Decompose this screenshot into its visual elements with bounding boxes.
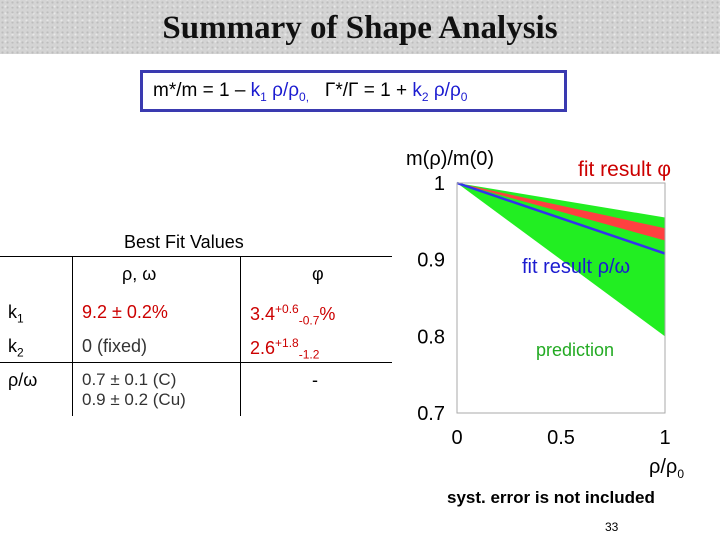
x-tick-label: 1 (659, 427, 670, 449)
table-divider (72, 256, 73, 416)
table-heading: Best Fit Values (124, 232, 244, 252)
title-bar (0, 0, 720, 54)
row-label-k2: k2 (8, 336, 24, 360)
plot-frame (456, 182, 666, 414)
formula-k1: k1 (250, 80, 267, 104)
cell-k2-phi: 2.6+1.8-1.2 (250, 336, 320, 362)
formula-part1: m*/m = 1 – (153, 80, 251, 101)
slide-title: Summary of Shape Analysis (162, 10, 558, 46)
chart-svg: 1 0.9 0.8 0.7 0 0.5 1 (417, 173, 670, 449)
cell-rho-omega-c: 0.7 ± 0.1 (C) (82, 370, 177, 389)
formula-rho1: ρ/ρ0, (266, 80, 310, 104)
row-label-k1: k1 (8, 302, 24, 326)
cell-k1-rho-omega: 9.2 ± 0.2% (82, 302, 168, 322)
formula-gamma: Γ*/Γ (324, 80, 359, 101)
y-tick-label: 0.9 (417, 250, 445, 272)
footnote: syst. error is not included (447, 488, 655, 507)
table-divider (0, 362, 392, 363)
cell-rho-omega-phi: - (312, 370, 318, 390)
x-tick-label: 0.5 (547, 427, 575, 449)
page-number: 33 (605, 520, 619, 534)
cell-k2-rho-omega: 0 (fixed) (82, 336, 148, 356)
row-label-rho-omega: ρ/ω (8, 370, 38, 390)
annotation-fit-rho-omega: fit result ρ/ω (522, 256, 631, 278)
table-divider (240, 256, 241, 416)
formula-box: m*/m = 1 – k1 ρ/ρ0, Γ*/Γ = 1 + k2 ρ/ρ0 (140, 70, 567, 112)
best-fit-table: Best Fit Values ρ, ω φ k1 9.2 ± 0.2% 3.4… (0, 228, 392, 418)
formula-part2: = 1 + (358, 80, 413, 101)
column-header-rho-omega: ρ, ω (122, 264, 157, 284)
mass-ratio-chart: 1 0.9 0.8 0.7 0 0.5 1 m(ρ)/m(0) fit result φ f… (400, 140, 720, 540)
y-tick-label: 1 (434, 173, 445, 195)
cell-rho-omega-cu: 0.9 ± 0.2 (Cu) (82, 390, 186, 409)
x-axis-label: ρ/ρ0 (649, 456, 684, 481)
formula-rho2: ρ/ρ0 (428, 80, 468, 104)
cell-k1-phi: 3.4+0.6-0.7% (250, 302, 336, 328)
column-header-phi: φ (312, 264, 324, 284)
y-axis-label: m(ρ)/m(0) (406, 148, 495, 170)
annotation-fit-phi: fit result φ (578, 158, 671, 181)
x-tick-label: 0 (451, 427, 462, 449)
y-tick-label: 0.7 (417, 403, 445, 425)
table-divider (0, 256, 392, 257)
formula-k2: k2 (412, 80, 429, 104)
fit-phi-band (457, 183, 665, 241)
fit-rho-omega-line (456, 181, 666, 255)
y-tick-label: 0.8 (417, 326, 445, 348)
annotation-prediction: prediction (536, 340, 615, 360)
